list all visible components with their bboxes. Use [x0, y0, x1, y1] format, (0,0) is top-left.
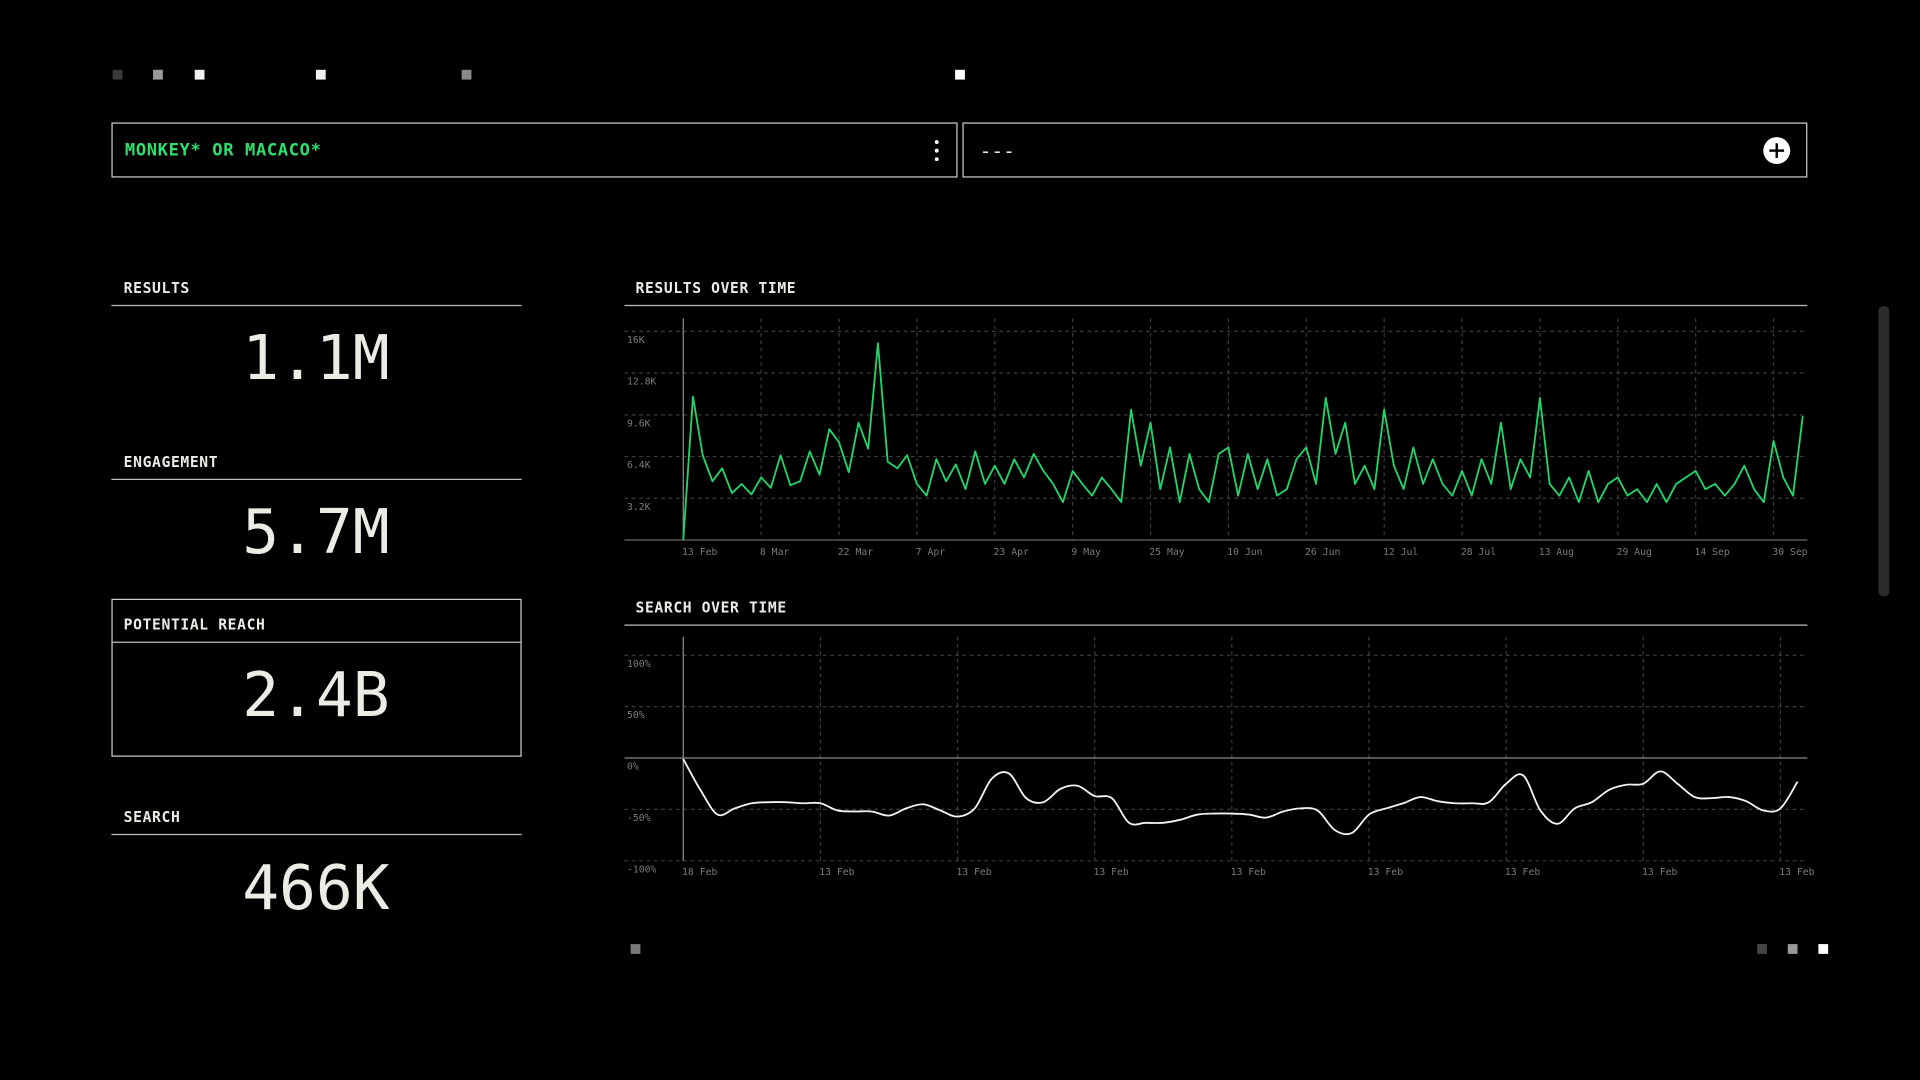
x-tick-label: 18 Feb	[682, 867, 717, 878]
x-tick-label: 13 Feb	[682, 547, 717, 558]
x-tick-label: 10 Jun	[1227, 547, 1262, 558]
x-tick-label: 14 Sep	[1694, 547, 1729, 558]
x-tick-label: 13 Feb	[1505, 867, 1540, 878]
x-tick-label: 13 Feb	[956, 867, 991, 878]
decor-squares	[112, 69, 1829, 954]
query-text: MONKEY* OR MACACO*	[125, 141, 322, 161]
x-tick-label: 13 Feb	[1779, 867, 1814, 878]
add-button[interactable]	[1763, 137, 1791, 165]
scrollbar[interactable]	[1878, 306, 1890, 597]
y-tick-label: 6.4K	[627, 460, 651, 471]
chart-title: SEARCH OVER TIME	[636, 600, 787, 617]
x-tick-label: 30 Sep	[1772, 547, 1807, 558]
query-box[interactable]	[111, 122, 958, 178]
stat-label: SEARCH	[124, 809, 181, 826]
menu-icon[interactable]	[934, 140, 939, 162]
x-tick-label: 23 Apr	[994, 547, 1029, 558]
x-tick-label: 13 Aug	[1539, 547, 1574, 558]
stat-box[interactable]	[111, 598, 522, 757]
y-tick-label: 50%	[627, 710, 645, 721]
compare-text: ---	[980, 139, 1015, 162]
x-tick-label: 7 Apr	[916, 547, 946, 558]
y-tick-label: 3.2K	[627, 502, 651, 513]
compare-box[interactable]	[962, 122, 1808, 178]
stat-label: ENGAGEMENT	[124, 454, 219, 471]
y-tick-label: -50%	[627, 813, 651, 824]
x-tick-label: 22 Mar	[838, 547, 873, 558]
x-tick-label: 13 Feb	[1093, 867, 1128, 878]
y-tick-label: 16K	[627, 335, 645, 346]
data-line	[682, 758, 1799, 836]
stat-value: 1.1M	[242, 323, 389, 394]
stat-value: 5.7M	[242, 497, 389, 568]
stat-label: POTENTIAL REACH	[124, 617, 266, 634]
stat-value: 466K	[242, 853, 390, 924]
y-tick-label: 100%	[627, 659, 651, 670]
x-tick-label: 25 May	[1149, 547, 1184, 558]
x-tick-label: 13 Feb	[819, 867, 854, 878]
x-tick-label: 13 Feb	[1642, 867, 1677, 878]
x-tick-label: 28 Jul	[1461, 547, 1496, 558]
x-tick-label: 9 May	[1071, 547, 1101, 558]
stat-label: RESULTS	[124, 280, 190, 297]
stat-value: 2.4B	[242, 660, 389, 731]
x-tick-label: 13 Feb	[1368, 867, 1403, 878]
y-tick-label: -100%	[627, 864, 657, 875]
x-tick-label: 8 Mar	[760, 547, 790, 558]
data-line	[682, 342, 1804, 541]
x-tick-label: 13 Feb	[1231, 867, 1266, 878]
y-tick-label: 9.6K	[627, 418, 651, 429]
x-tick-label: 12 Jul	[1383, 547, 1418, 558]
x-tick-label: 26 Jun	[1305, 547, 1340, 558]
x-tick-label: 29 Aug	[1617, 547, 1652, 558]
y-tick-label: 0%	[627, 762, 639, 773]
y-tick-label: 12.8K	[627, 377, 657, 388]
chart-title: RESULTS OVER TIME	[636, 280, 797, 297]
